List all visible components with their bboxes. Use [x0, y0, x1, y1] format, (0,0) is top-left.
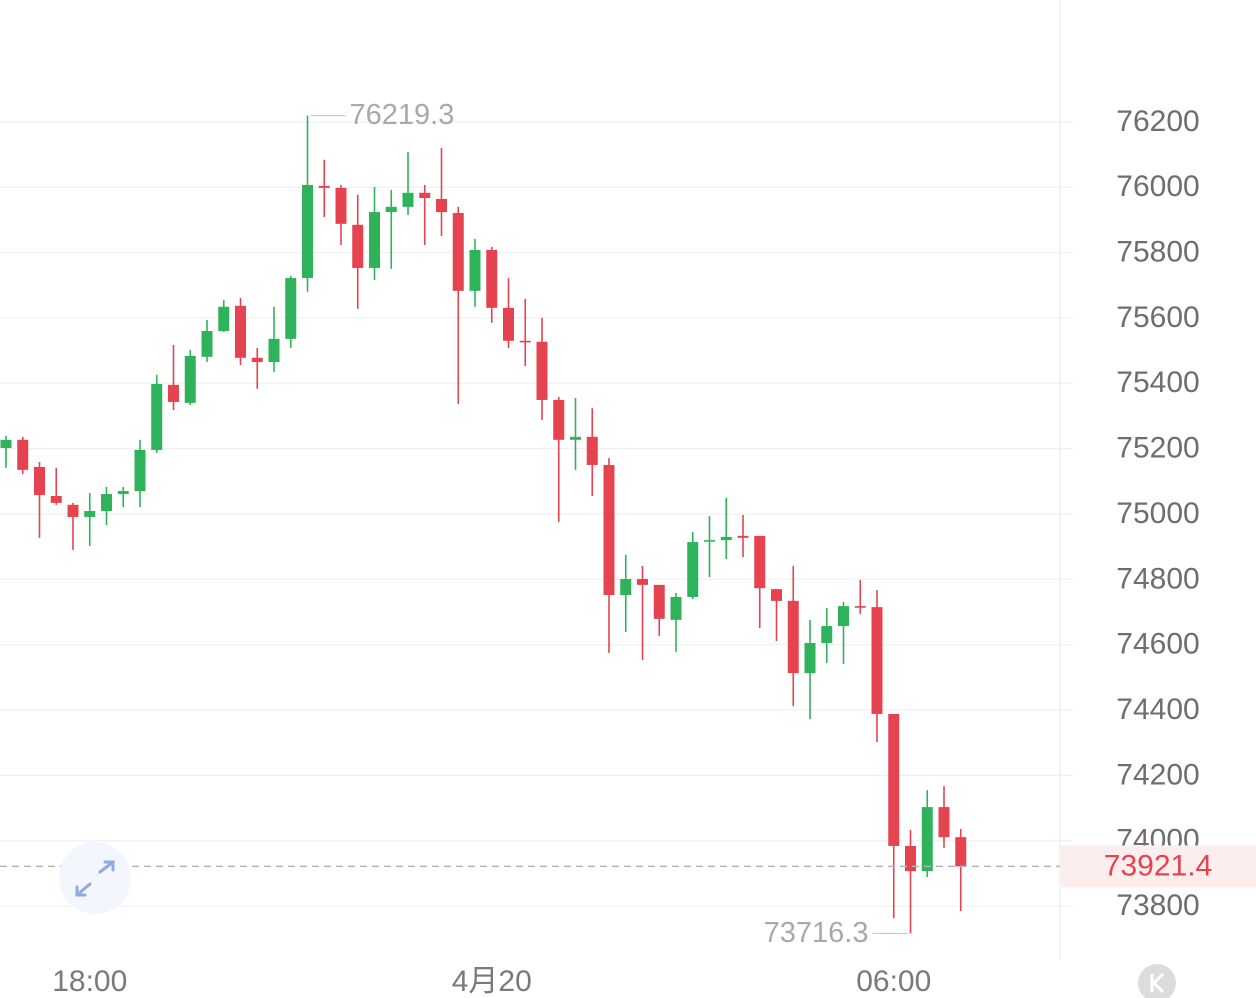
candle-body — [50, 496, 62, 503]
candle-body — [804, 643, 816, 674]
candle-body — [905, 845, 916, 872]
candle-body — [168, 384, 179, 402]
candle-body — [218, 306, 230, 332]
candle-body — [67, 504, 79, 517]
min-label: 73716.3 — [764, 917, 869, 949]
candle-body — [553, 399, 565, 440]
candle-body — [101, 494, 112, 512]
candle-body — [268, 338, 280, 363]
y-tick-label: 75800 — [1116, 236, 1199, 269]
candle-body — [486, 249, 498, 308]
candle-body — [419, 192, 431, 199]
candle-body — [586, 436, 598, 465]
candle-body — [318, 185, 330, 188]
y-tick-label: 75600 — [1116, 301, 1199, 334]
candle-body — [787, 600, 799, 674]
expand-button[interactable] — [59, 842, 131, 914]
max-label: 76219.3 — [350, 99, 455, 131]
candle-body — [251, 357, 263, 363]
kline-icon — [1150, 972, 1165, 994]
candle-body — [570, 436, 581, 440]
candle-body — [653, 584, 665, 619]
candle-body — [821, 626, 833, 644]
candles — [0, 115, 967, 934]
candle-body — [704, 540, 715, 542]
y-tick-label: 75000 — [1116, 497, 1199, 530]
y-tick-label: 76200 — [1116, 105, 1199, 138]
candle-body — [519, 340, 531, 343]
kline-button[interactable] — [1138, 964, 1176, 998]
y-tick-label: 73800 — [1116, 889, 1199, 922]
candle-body — [670, 596, 682, 620]
candle-body — [302, 184, 313, 279]
candle-body — [921, 807, 933, 872]
candle-body — [955, 837, 967, 867]
expand-icon — [75, 860, 115, 897]
grid: 7380074000742007440074600748007500075200… — [0, 105, 1200, 922]
expand-button-bg[interactable] — [59, 842, 131, 914]
candle-body — [0, 439, 12, 448]
candle-body — [335, 187, 347, 224]
candle-body — [369, 212, 380, 268]
candle-body — [536, 341, 548, 400]
candle-body — [888, 713, 900, 846]
candle-body — [235, 305, 246, 358]
candle-body — [838, 606, 849, 627]
candle-body — [603, 464, 615, 596]
y-tick-label: 74400 — [1116, 693, 1199, 726]
candle-body — [17, 439, 29, 470]
candle-body — [469, 249, 481, 291]
candle-body — [754, 535, 766, 589]
y-tick-label: 74600 — [1116, 628, 1199, 661]
candle-body — [201, 331, 213, 357]
candle-body — [151, 383, 163, 450]
candle-body — [117, 491, 129, 495]
y-tick-label: 74800 — [1116, 562, 1199, 595]
candle-body — [871, 607, 883, 714]
x-tick-label: 06:00 — [856, 965, 931, 998]
candle-body — [385, 206, 397, 213]
candle-body — [771, 589, 782, 601]
x-tick-label: 4月20 — [452, 965, 532, 998]
candle-body — [620, 579, 632, 596]
candle-body — [938, 807, 950, 838]
candle-body — [352, 224, 364, 268]
y-tick-label: 74200 — [1116, 758, 1199, 791]
candle-body — [637, 579, 648, 585]
y-tick-label: 75200 — [1116, 432, 1199, 465]
candle-body — [402, 192, 414, 207]
candle-body — [134, 449, 146, 492]
candle-body — [737, 535, 749, 538]
candle-body — [436, 198, 447, 213]
candle-body — [84, 511, 96, 517]
candle-body — [34, 466, 45, 496]
candle-body — [285, 278, 297, 339]
candle-body — [720, 536, 732, 541]
candle-body — [184, 355, 196, 403]
y-tick-label: 75400 — [1116, 366, 1199, 399]
candle-body — [503, 307, 514, 341]
candle-body — [687, 542, 699, 597]
x-tick-label: 18:00 — [52, 965, 127, 998]
last-price-bg — [1061, 845, 1256, 888]
candle-body — [854, 606, 866, 608]
y-tick-label: 76000 — [1116, 170, 1199, 203]
last-price-label: 73921.4 — [1104, 849, 1212, 882]
overlay: 76219.3 73716.3 73921.4 — [0, 99, 1256, 949]
candle-body — [452, 213, 464, 291]
